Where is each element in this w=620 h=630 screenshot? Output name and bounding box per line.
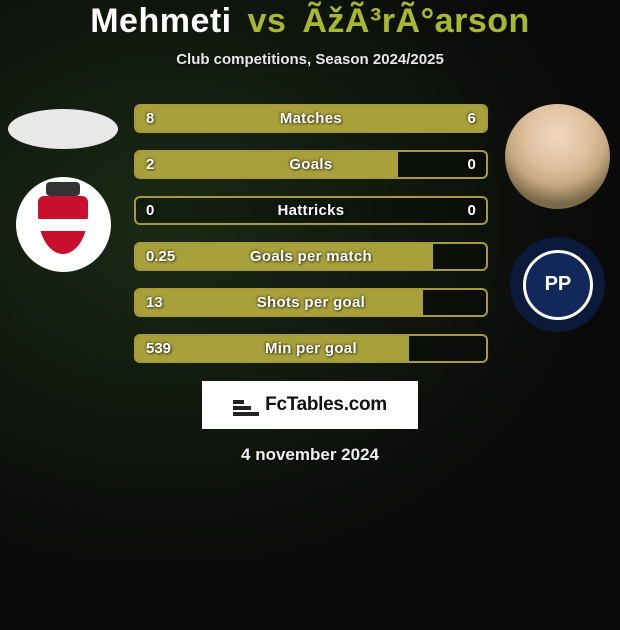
fctables-logo-icon: [233, 394, 259, 416]
stats-bar-list: 8Matches62Goals00Hattricks00.25Goals per…: [134, 104, 488, 363]
vs-separator: vs: [248, 2, 287, 40]
player1-name: Mehmeti: [90, 2, 231, 40]
player2-name: ÃžÃ³rÃ°arson: [302, 2, 529, 40]
stat-label: Min per goal: [136, 336, 486, 361]
preston-badge-icon: PP: [523, 250, 593, 320]
season-subtitle: Club competitions, Season 2024/2025: [0, 51, 620, 68]
stat-row: 8Matches6: [134, 104, 488, 133]
bristol-city-shield-icon: [38, 196, 88, 254]
right-player-column: PP: [504, 104, 612, 332]
stat-value-right: 6: [468, 106, 476, 131]
branding-text: FcTables.com: [265, 394, 387, 416]
stat-value-right: 0: [468, 198, 476, 223]
player2-avatar: [505, 104, 610, 209]
left-player-column: [8, 104, 118, 272]
stat-row: 0Hattricks0: [134, 196, 488, 225]
stat-row: 0.25Goals per match: [134, 242, 488, 271]
branding-footer: FcTables.com: [202, 381, 418, 429]
stat-row: 13Shots per goal: [134, 288, 488, 317]
player1-club-crest: [16, 177, 111, 272]
stat-row: 2Goals0: [134, 150, 488, 179]
stat-value-right: 0: [468, 152, 476, 177]
snapshot-date: 4 november 2024: [0, 445, 620, 465]
comparison-title: Mehmeti vs ÃžÃ³rÃ°arson: [0, 2, 620, 41]
stat-label: Goals: [136, 152, 486, 177]
stat-label: Hattricks: [136, 198, 486, 223]
player2-club-crest: PP: [510, 237, 605, 332]
player1-avatar: [8, 109, 118, 149]
stat-label: Matches: [136, 106, 486, 131]
player2-face-icon: [505, 104, 610, 209]
stat-label: Shots per goal: [136, 290, 486, 315]
stat-row: 539Min per goal: [134, 334, 488, 363]
stat-label: Goals per match: [136, 244, 486, 269]
